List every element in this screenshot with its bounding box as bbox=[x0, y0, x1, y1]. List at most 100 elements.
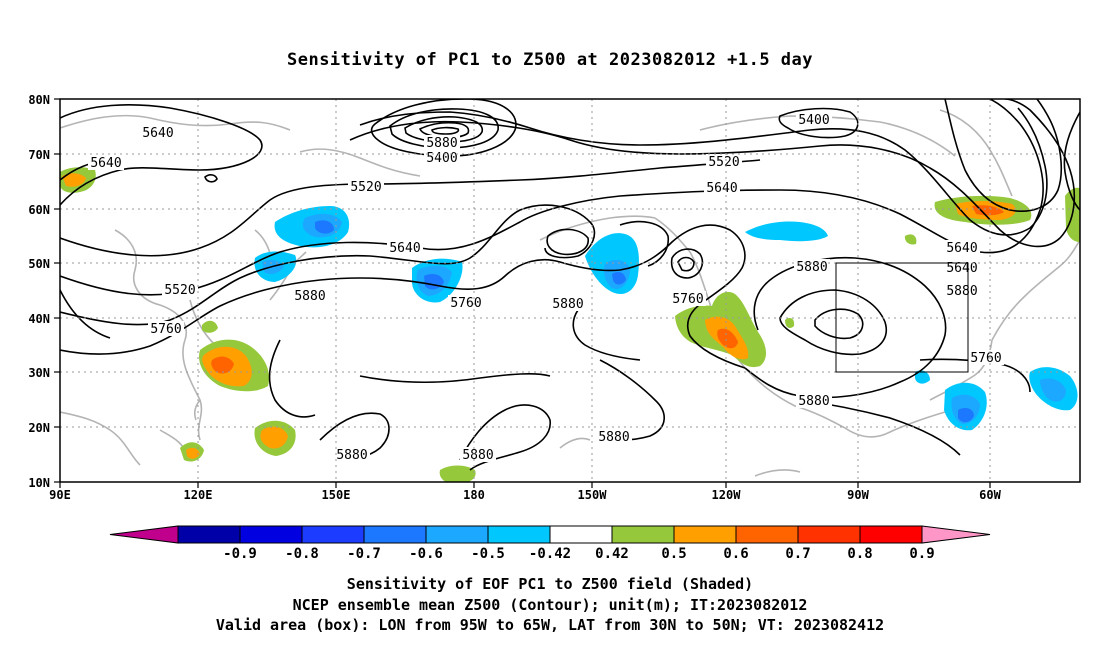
contour-labels: 5640564052805400540055205520564056405520… bbox=[88, 112, 1004, 463]
colorbar-label: 0.8 bbox=[847, 546, 872, 562]
contour-label-bg bbox=[796, 393, 832, 408]
x-tick-label: 60W bbox=[979, 488, 1001, 502]
contour-label-bg bbox=[334, 447, 370, 462]
contour-label: 5880 bbox=[336, 448, 367, 463]
colorbar-box bbox=[425, 525, 489, 544]
contour-label-bg bbox=[944, 283, 980, 298]
contour-label: 5400 bbox=[426, 151, 457, 166]
contour-label-bg bbox=[162, 282, 198, 297]
contour-label-bg bbox=[944, 260, 980, 275]
contour-label-bg bbox=[424, 135, 460, 150]
contour-label-bg bbox=[550, 296, 586, 311]
colorbar-label: 0.5 bbox=[661, 546, 686, 562]
x-tick-label: 150W bbox=[578, 488, 608, 502]
contour-label: 5640 bbox=[946, 241, 977, 256]
x-tick-label: 90W bbox=[847, 488, 869, 502]
y-tick-label: 50N bbox=[28, 257, 50, 271]
contour-label: 5880 bbox=[946, 284, 977, 299]
y-tick-label: 60N bbox=[28, 203, 50, 217]
contour-label: 5640 bbox=[389, 241, 420, 256]
y-tick-label: 80N bbox=[28, 93, 50, 107]
colorbar-right-arrow bbox=[921, 525, 991, 544]
y-tick-label: 10N bbox=[28, 476, 50, 490]
contour-label: 5640 bbox=[706, 181, 737, 196]
colorbar-label: -0.5 bbox=[471, 546, 505, 562]
y-tick-label: 20N bbox=[28, 421, 50, 435]
contour-label-bg bbox=[944, 240, 980, 255]
colorbar-box bbox=[735, 525, 799, 544]
colorbar-box bbox=[177, 525, 241, 544]
coastlines bbox=[60, 109, 1080, 477]
contour-label: 5880 bbox=[294, 289, 325, 304]
contour-label-bg bbox=[88, 155, 124, 170]
contour-label-bg bbox=[387, 240, 423, 255]
y-tick-label: 70N bbox=[28, 148, 50, 162]
colorbar-label: 0.7 bbox=[785, 546, 810, 562]
colorbar-label: 0.9 bbox=[909, 546, 934, 562]
contour-label: 5760 bbox=[970, 351, 1001, 366]
contour-label-bg bbox=[348, 179, 384, 194]
contour-label: 5640 bbox=[946, 261, 977, 276]
sensitivity-shading bbox=[60, 167, 1080, 482]
tick-marks bbox=[54, 98, 991, 488]
colorbar-box bbox=[673, 525, 737, 544]
x-tick-label: 120W bbox=[712, 488, 742, 502]
y-tick-label: 30N bbox=[28, 366, 50, 380]
colorbar-box bbox=[363, 525, 427, 544]
caption-line-3: Valid area (box): LON from 95W to 65W, L… bbox=[215, 616, 885, 634]
x-tick-label: 180 bbox=[463, 488, 485, 502]
contour-label: 5880 bbox=[462, 448, 493, 463]
map-title: Sensitivity of PC1 to Z500 at 2023082012… bbox=[286, 50, 813, 70]
contour-label: 5520 bbox=[350, 180, 381, 195]
contour-label-bg bbox=[706, 154, 742, 169]
colorbar-box bbox=[301, 525, 365, 544]
colorbar-label: -0.42 bbox=[529, 546, 571, 562]
x-tick-label: 120E bbox=[184, 488, 213, 502]
colorbar-box bbox=[797, 525, 861, 544]
colorbar-box bbox=[239, 525, 303, 544]
contour-label-bg bbox=[292, 288, 328, 303]
contour-label-bg bbox=[670, 291, 706, 306]
contour-label: 5760 bbox=[450, 296, 481, 311]
colorbar-box bbox=[611, 525, 675, 544]
contour-label: 5880 bbox=[598, 430, 629, 445]
grid bbox=[60, 99, 1080, 482]
contour-label: 5880 bbox=[552, 297, 583, 312]
x-tick-label: 90E bbox=[49, 488, 71, 502]
contour-label: 5640 bbox=[90, 156, 121, 171]
contour-label-bg bbox=[796, 112, 832, 127]
contour-label-bg bbox=[596, 429, 632, 444]
contour-label-bg bbox=[968, 350, 1004, 365]
contour-label: 5520 bbox=[708, 155, 739, 170]
y-tick-label: 40N bbox=[28, 312, 50, 326]
contour-label: 5400 bbox=[798, 113, 829, 128]
contour-label: 5880 bbox=[796, 260, 827, 275]
contour-label: 5760 bbox=[672, 292, 703, 307]
colorbar-box bbox=[487, 525, 551, 544]
x-axis-labels: 90E 120E 150E 180 150W 120W 90W 60W bbox=[49, 488, 1001, 502]
plot-frame bbox=[59, 98, 1081, 483]
contour-label-bg bbox=[704, 180, 740, 195]
contour-label: 5880 bbox=[798, 394, 829, 409]
contour-label-bg bbox=[794, 259, 830, 274]
caption-line-2: NCEP ensemble mean Z500 (Contour); unit(… bbox=[292, 595, 808, 614]
colorbar-box bbox=[859, 525, 923, 544]
caption-line-1: Sensitivity of EOF PC1 to Z500 field (Sh… bbox=[346, 575, 754, 593]
contour-label: 5640 bbox=[142, 126, 173, 141]
contour-label: 5520 bbox=[164, 283, 195, 298]
colorbar-label: -0.8 bbox=[285, 546, 319, 562]
valid-area-box bbox=[835, 262, 969, 373]
x-tick-label: 150E bbox=[322, 488, 351, 502]
colorbar-label: -0.9 bbox=[223, 546, 257, 562]
z500-contours bbox=[60, 99, 1080, 471]
colorbar-label: 0.42 bbox=[595, 546, 629, 562]
contour-label-bg bbox=[460, 447, 496, 462]
contour-label-bg bbox=[140, 125, 176, 140]
colorbar-box bbox=[549, 525, 613, 544]
contour-label: 5880 bbox=[426, 136, 457, 151]
colorbar: -0.9 -0.8 -0.7 -0.6 -0.5 -0.42 0.42 0.5 0.6 0.7 0.… bbox=[109, 525, 991, 562]
y-axis-labels: 80N 70N 60N 50N 40N 30N 20N 10N bbox=[28, 93, 50, 490]
contour-label-bg bbox=[448, 295, 484, 310]
colorbar-label: -0.7 bbox=[347, 546, 381, 562]
